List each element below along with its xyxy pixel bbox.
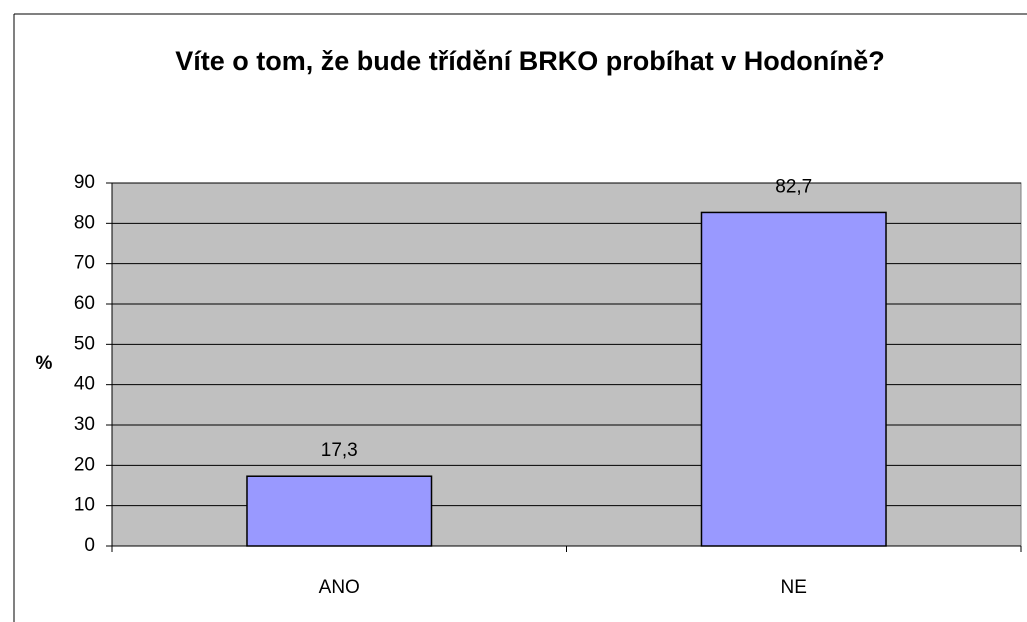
bar (700, 211, 887, 547)
y-tick-label: 40 (74, 374, 95, 395)
value-label: 82,7 (775, 176, 812, 197)
y-tick-label: 80 (74, 212, 95, 233)
y-tick-label: 0 (84, 535, 95, 556)
chart-title: Víte o tom, že bude třídění BRKO probíha… (175, 46, 885, 76)
y-tick-label: 30 (74, 414, 95, 435)
y-tick-label: 50 (74, 333, 95, 354)
value-label: 17,3 (321, 440, 358, 461)
y-tick-label: 10 (74, 495, 95, 516)
y-axis-label: % (36, 353, 53, 374)
bar (246, 475, 433, 547)
y-tick-label: 90 (74, 172, 95, 193)
y-tick-label: 20 (74, 454, 95, 475)
x-tick-label: NE (781, 577, 807, 598)
x-tick-label: ANO (319, 577, 360, 598)
y-tick-label: 60 (74, 293, 95, 314)
y-tick-label: 70 (74, 253, 95, 274)
